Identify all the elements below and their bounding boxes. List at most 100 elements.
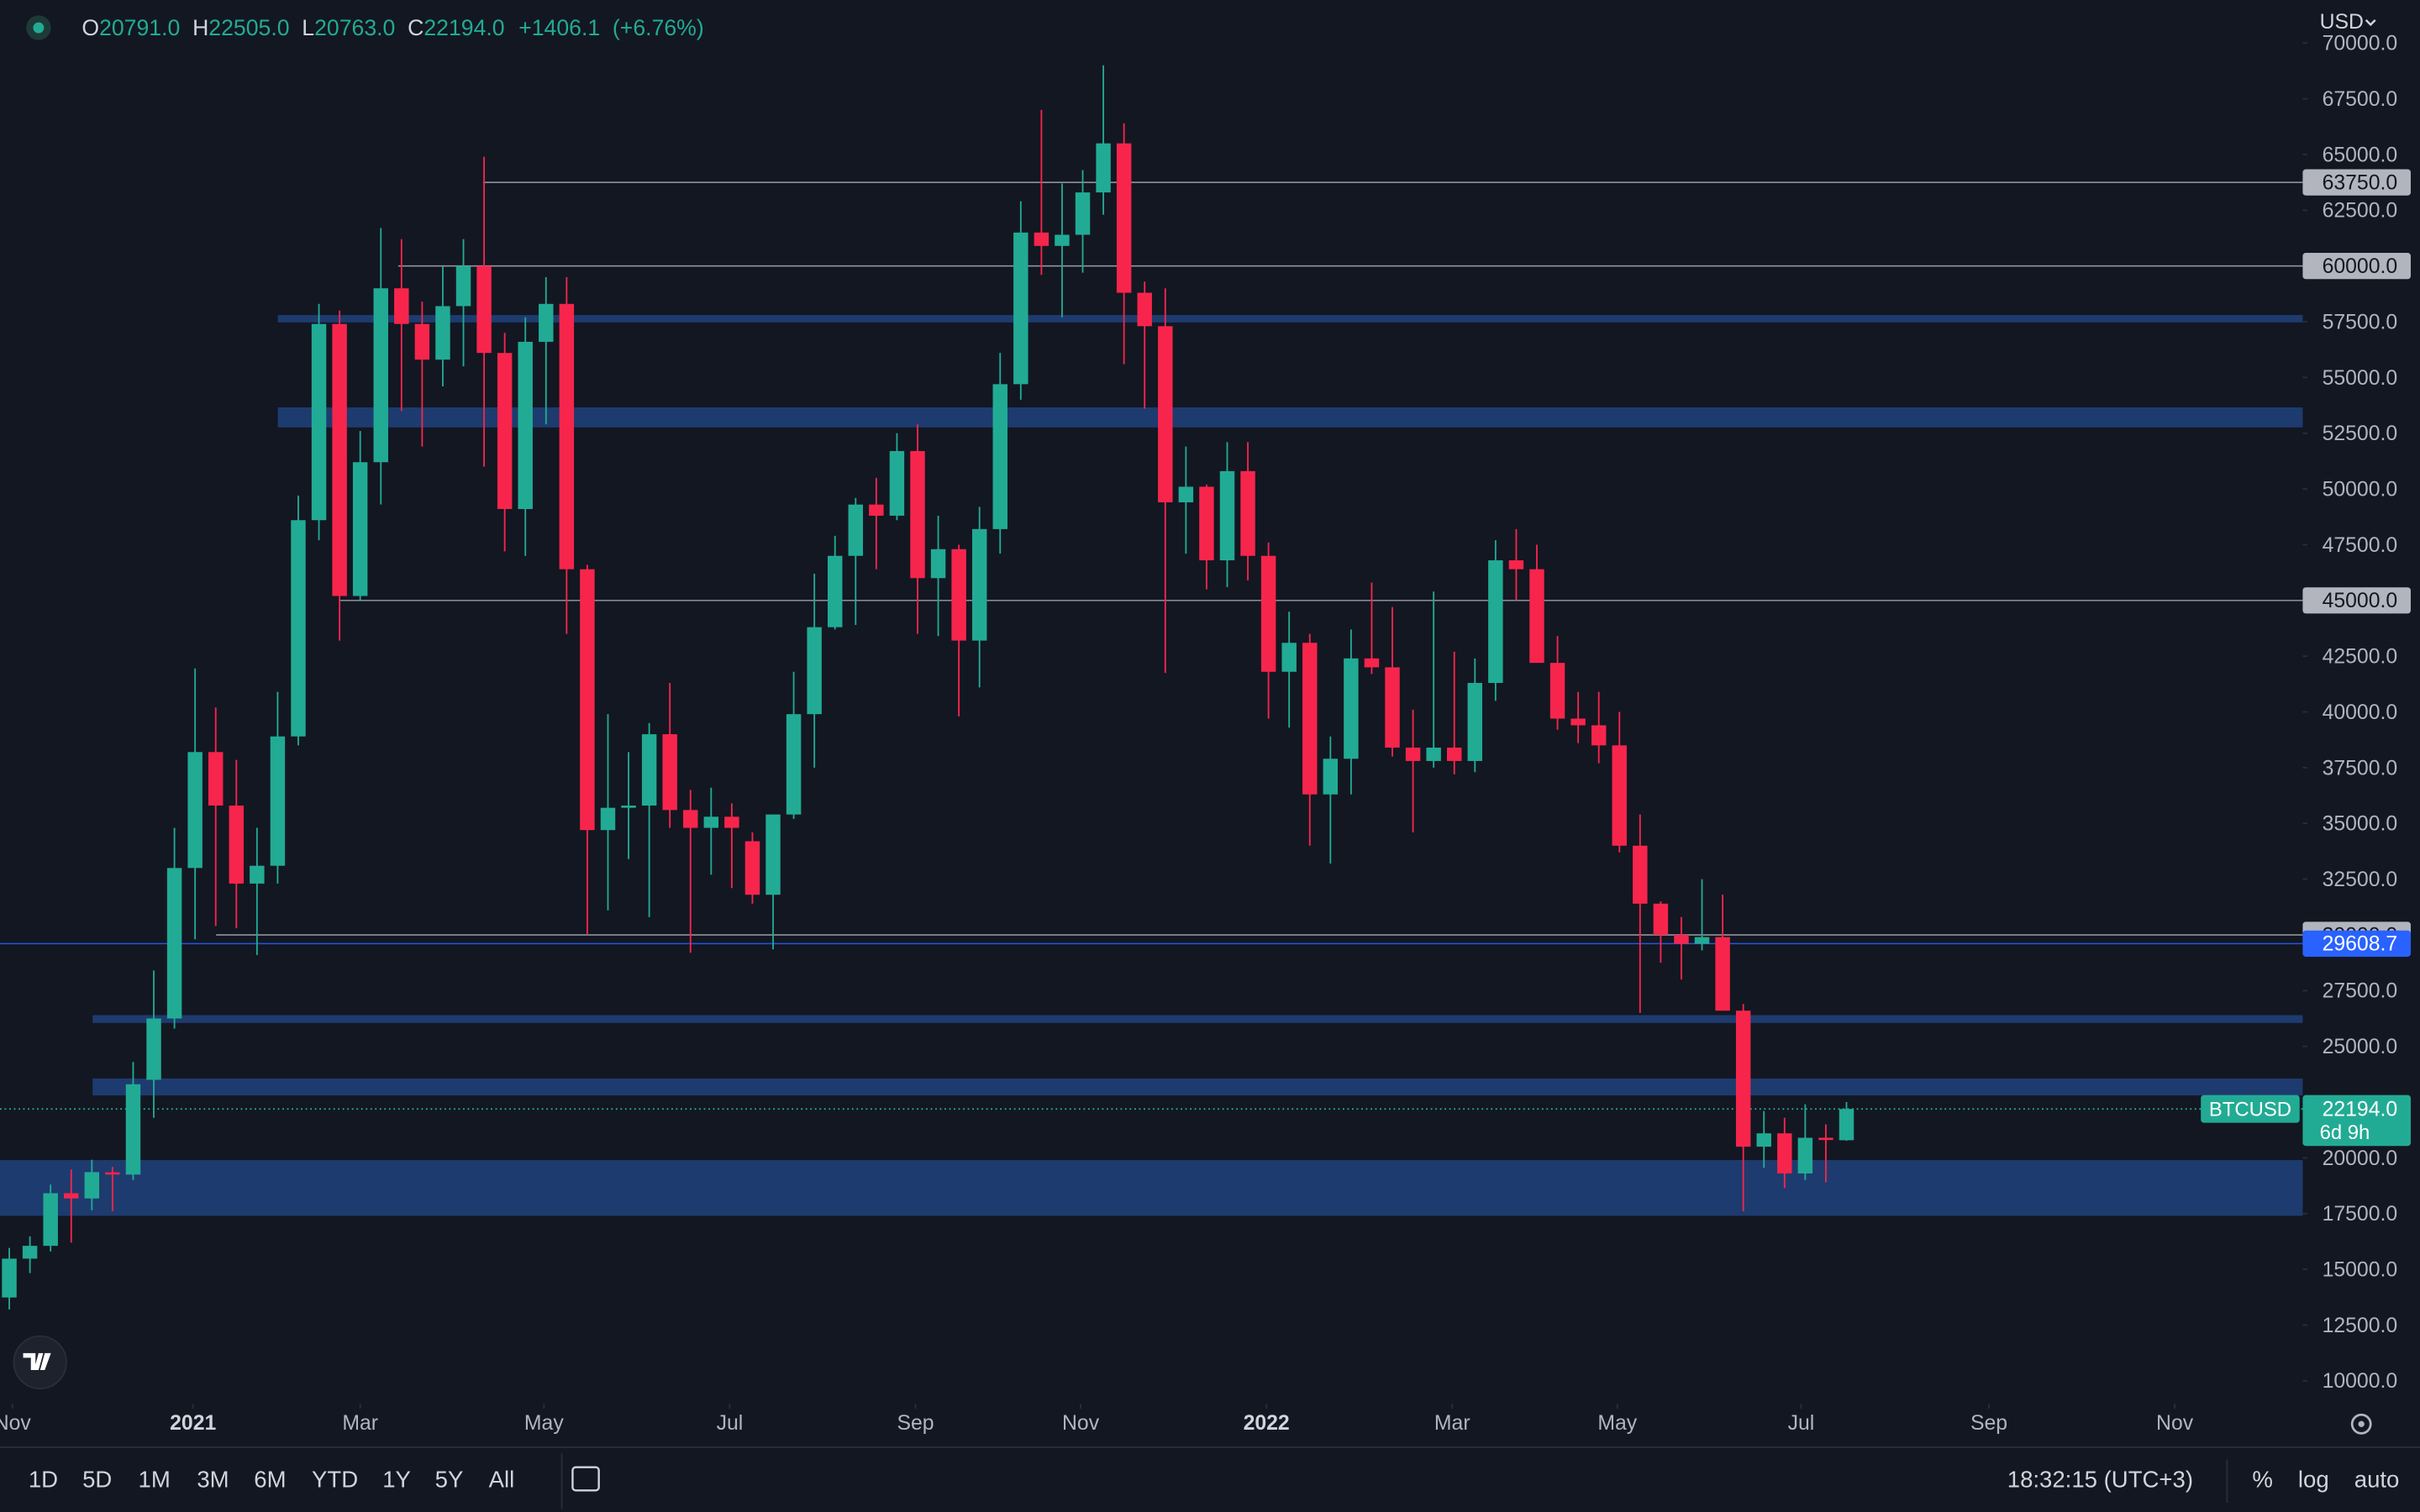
y-tick-label: 40000.0 — [2323, 701, 2398, 724]
candle-body — [703, 816, 719, 828]
settings-gear[interactable] — [2350, 1413, 2372, 1435]
o-value: 20791.0 — [99, 15, 180, 40]
o-label: O — [82, 15, 99, 40]
support-zone — [277, 315, 2303, 323]
candle-body — [641, 734, 657, 806]
candle-body — [1364, 658, 1380, 668]
candle-body — [1013, 232, 1028, 385]
candle-body — [1777, 1133, 1792, 1173]
candle-body — [435, 306, 450, 360]
candle-body — [1055, 234, 1070, 246]
y-tick-label: 17500.0 — [2323, 1203, 2398, 1226]
tv-logo-mark — [23, 1352, 51, 1371]
x-tick-label: Jul — [1788, 1412, 1815, 1435]
range-button[interactable]: YTD — [312, 1467, 358, 1493]
range-button[interactable]: 1M — [139, 1467, 171, 1493]
range-button[interactable]: 1D — [29, 1467, 58, 1493]
x-tick-label: 2021 — [170, 1412, 216, 1435]
candle-body — [229, 806, 245, 884]
candle-body — [1653, 903, 1669, 935]
candle-body — [84, 1172, 100, 1199]
candle-body — [1240, 470, 1255, 556]
c-value: 22194.0 — [424, 15, 504, 40]
candle-body — [1735, 1011, 1751, 1147]
candle-body — [1344, 658, 1359, 759]
candle-body — [600, 807, 616, 831]
range-button[interactable]: 1Y — [382, 1467, 411, 1493]
price-countdown: 6d 9h — [2320, 1121, 2370, 1144]
x-tick-label: May — [1597, 1412, 1637, 1435]
date-range-icon[interactable] — [571, 1466, 600, 1492]
candle-body — [744, 841, 760, 895]
scale-option[interactable]: % — [2252, 1467, 2273, 1493]
candle-body — [580, 569, 595, 831]
x-tick-label: May — [524, 1412, 564, 1435]
candle-body — [992, 384, 1007, 529]
currency-menu[interactable]: USD — [2320, 11, 2364, 34]
candle-body — [1488, 560, 1503, 684]
level-badge — [2302, 253, 2411, 280]
h-label: H — [192, 15, 208, 40]
level-badge-label: 29608.7 — [2323, 933, 2398, 956]
candle-body — [1570, 718, 1586, 726]
candle-body — [1426, 747, 1441, 761]
y-tick-label: 62500.0 — [2323, 200, 2398, 223]
settings-gear-core — [2358, 1420, 2365, 1427]
candle-body — [1385, 667, 1400, 748]
candle-body — [1199, 486, 1214, 561]
candle-body — [910, 450, 925, 579]
y-tick-label: 67500.0 — [2323, 88, 2398, 111]
range-button[interactable]: 6M — [254, 1467, 286, 1493]
candle-body — [1219, 470, 1235, 561]
candle-body — [187, 752, 203, 869]
y-tick-label: 10000.0 — [2323, 1370, 2398, 1393]
range-button[interactable]: 5D — [82, 1467, 112, 1493]
x-tick-label: Sep — [897, 1412, 934, 1435]
candle-body — [352, 462, 368, 596]
candle-body — [1549, 663, 1565, 719]
y-tick-label: 42500.0 — [2323, 646, 2398, 669]
candle-body — [291, 520, 306, 737]
scale-option[interactable]: log — [2298, 1467, 2329, 1493]
support-zone — [0, 1160, 2303, 1216]
candle-body — [332, 323, 347, 596]
candle-body — [497, 353, 513, 509]
y-tick-label: 50000.0 — [2323, 478, 2398, 501]
candle-body — [1075, 192, 1091, 235]
candle-body — [1281, 643, 1297, 672]
y-tick-label: 47500.0 — [2323, 534, 2398, 557]
y-tick-label: 52500.0 — [2323, 423, 2398, 445]
x-tick-label: Nov — [2156, 1412, 2194, 1435]
ohlc-legend: O20791.0 H22505.0 L20763.0 C22194.0 +140… — [82, 15, 703, 40]
level-badge — [2302, 930, 2411, 957]
candle-body — [146, 1018, 161, 1080]
price-badge — [2302, 1095, 2411, 1147]
range-button[interactable]: All — [489, 1467, 515, 1493]
range-button[interactable]: 3M — [197, 1467, 229, 1493]
candle-body — [1137, 292, 1152, 327]
l-label: L — [302, 15, 314, 40]
candle-body — [724, 816, 739, 828]
candle-body — [22, 1246, 38, 1259]
scale-option[interactable]: auto — [2354, 1467, 2400, 1493]
candle-body — [1096, 143, 1111, 193]
change: +1406.1 — [518, 15, 600, 40]
candle-body — [951, 549, 966, 641]
candle-body — [807, 627, 822, 715]
currency-chevron[interactable] — [2365, 19, 2376, 27]
candle-body — [1446, 747, 1462, 761]
candle-body — [930, 549, 946, 579]
candle-body — [1302, 643, 1318, 795]
candle-body — [1694, 937, 1710, 944]
range-button[interactable]: 5Y — [435, 1467, 464, 1493]
x-tick-label: Nov — [0, 1412, 31, 1435]
candle-body — [1818, 1137, 1833, 1141]
c-label: C — [408, 15, 424, 40]
y-tick-label: 55000.0 — [2323, 367, 2398, 390]
y-tick-label: 12500.0 — [2323, 1315, 2398, 1337]
candle-body — [1797, 1137, 1813, 1173]
candle-body — [559, 303, 575, 570]
l-value: 20763.0 — [314, 15, 395, 40]
candle-body — [125, 1084, 141, 1175]
